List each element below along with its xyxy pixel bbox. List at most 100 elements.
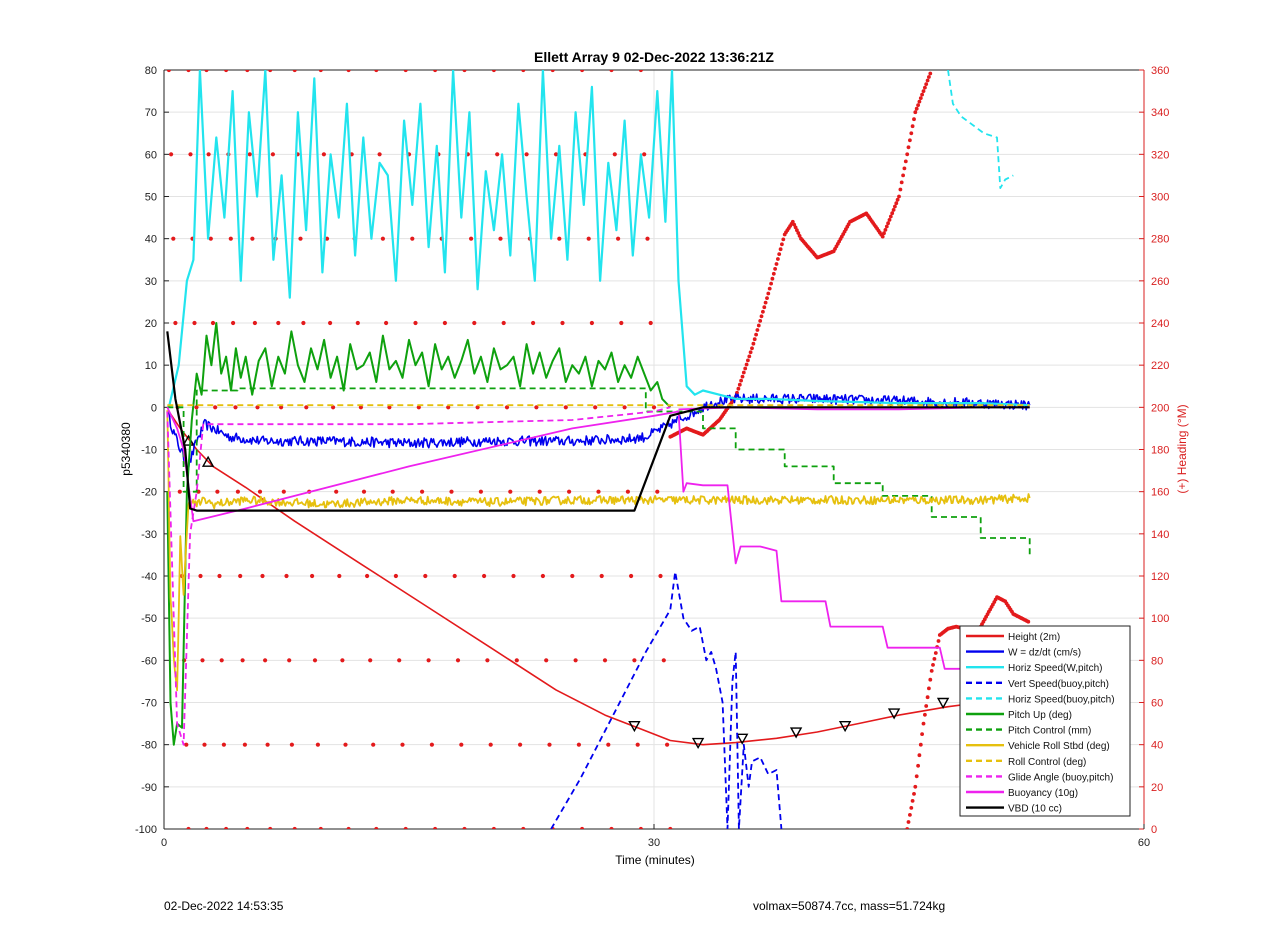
heading-point <box>914 106 919 111</box>
y-tick-label: -10 <box>141 445 157 457</box>
heading-point <box>765 296 769 300</box>
pitch-control-mm-line <box>167 387 1031 555</box>
x-tick-label: 0 <box>161 837 167 849</box>
heading-point <box>586 236 591 241</box>
heading-point <box>736 386 741 391</box>
heading-point <box>612 152 617 157</box>
heading-point <box>540 573 546 579</box>
heading-point <box>927 75 931 79</box>
height-marker <box>736 733 749 745</box>
legend-box <box>959 625 1131 817</box>
heading-point <box>233 405 238 410</box>
heading-point <box>238 573 243 579</box>
heading-point <box>744 362 749 367</box>
heading-point <box>563 405 568 410</box>
heading-point <box>651 405 657 410</box>
heading-point <box>328 320 333 326</box>
heading-point <box>909 131 914 136</box>
heading-point <box>547 742 552 747</box>
heading-point <box>557 236 562 241</box>
y-axis-label: p5340380 <box>119 422 133 476</box>
heading-point <box>255 405 260 410</box>
heading-point <box>260 573 265 579</box>
heading-point <box>334 489 339 494</box>
y-right-tick-label: 240 <box>1151 318 1169 330</box>
heading-point <box>198 573 203 579</box>
heading-point <box>762 305 767 310</box>
legend-label: Pitch Up (deg) <box>1008 710 1072 721</box>
y-axis-right-label: (+) Heading (°M) <box>1175 404 1189 493</box>
heading-point <box>331 405 336 410</box>
heading-point <box>268 70 273 73</box>
heading-point <box>902 166 907 171</box>
x-tick-label: 30 <box>648 837 660 849</box>
y-tick-label: -80 <box>141 740 157 752</box>
heading-point <box>374 70 379 73</box>
heading-point <box>393 573 398 579</box>
heading-point <box>913 784 918 789</box>
height-2m-line <box>168 411 1030 746</box>
heading-point <box>932 657 937 661</box>
heading-point <box>387 405 392 410</box>
heading-point <box>616 236 621 241</box>
heading-point <box>888 214 893 219</box>
footer-timestamp: 02-Dec-2022 14:53:35 <box>164 899 284 913</box>
heading-point <box>924 704 929 708</box>
heading-point <box>231 320 236 326</box>
heading-point <box>202 742 207 747</box>
axes: -100-90-80-70-60-50-40-30-20-10010203040… <box>135 65 1169 849</box>
heading-point <box>321 152 326 157</box>
heading-point <box>177 489 182 494</box>
heading-point <box>531 320 536 326</box>
heading-point <box>240 658 245 663</box>
heading-point <box>777 252 782 256</box>
heading-point <box>927 686 931 691</box>
heading-point <box>521 826 526 829</box>
y-tick-label: 30 <box>145 276 157 288</box>
height-marker <box>691 737 705 749</box>
heading-point <box>501 320 506 326</box>
legend-label: Roll Control (deg) <box>1008 757 1086 768</box>
heading-point <box>553 152 559 157</box>
heading-point <box>560 320 565 326</box>
heading-point <box>215 489 220 494</box>
heading-point <box>917 753 922 758</box>
heading-point <box>769 281 773 286</box>
height-marker <box>201 455 215 467</box>
heading-point <box>488 742 493 747</box>
heading-point <box>213 405 218 410</box>
heading-point <box>537 489 542 494</box>
heading-point <box>403 70 408 73</box>
y-right-tick-label: 80 <box>1151 655 1163 667</box>
heading-point <box>655 489 660 494</box>
heading-point <box>739 378 743 383</box>
vbd-10-cc-line <box>166 331 1030 512</box>
heading-point <box>504 405 510 410</box>
y-tick-label: 40 <box>145 234 157 246</box>
heading-point <box>773 267 777 271</box>
footer-info: volmax=50874.7cc, mass=51.724kg <box>753 899 946 913</box>
heading-point <box>475 405 480 410</box>
heading-point <box>746 358 750 363</box>
heading-point <box>625 489 631 494</box>
heading-point <box>544 658 549 663</box>
heading-point <box>169 152 174 157</box>
heading-point <box>893 204 897 209</box>
heading-point <box>774 262 779 266</box>
heading-point <box>776 257 780 261</box>
heading-point <box>891 208 896 212</box>
heading-point <box>792 222 797 227</box>
y-tick-label: 0 <box>151 402 157 414</box>
heading-point <box>192 320 197 326</box>
heading-point <box>400 742 405 747</box>
y-right-tick-label: 140 <box>1151 529 1169 541</box>
heading-point <box>766 291 771 296</box>
heading-point <box>478 489 483 494</box>
heading-point <box>755 328 760 332</box>
heading-point <box>917 99 922 104</box>
heading-point <box>491 70 496 73</box>
heading-point <box>426 658 431 663</box>
heading-point <box>882 231 886 236</box>
heading-point <box>750 346 754 351</box>
x-axis-label: Time (minutes) <box>615 853 695 867</box>
